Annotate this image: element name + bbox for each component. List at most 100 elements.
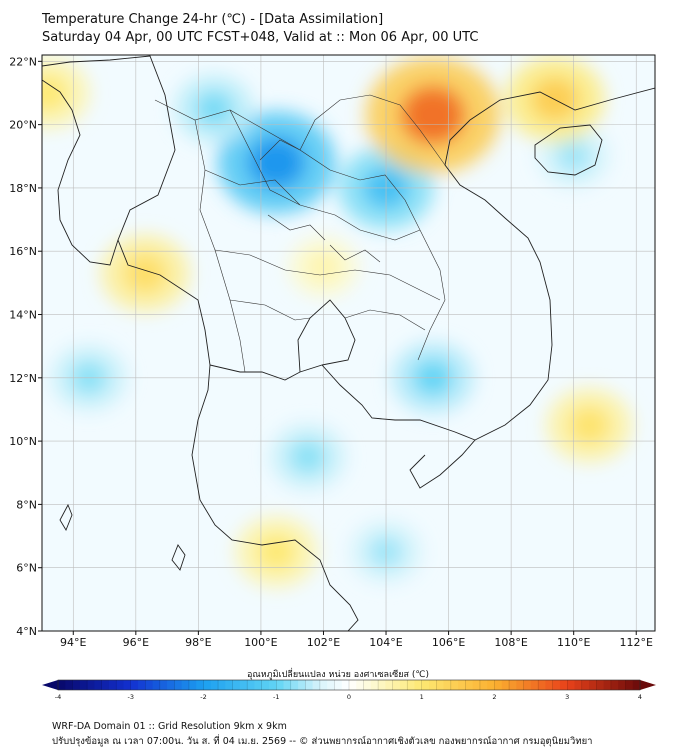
colorbar-segment (356, 680, 364, 690)
lon-label: 110°E (557, 636, 590, 649)
colorbar-segment (283, 680, 292, 690)
colorbar-segment (167, 680, 175, 690)
anomaly-warm-northwest (42, 74, 69, 111)
colorbar-segment (101, 680, 110, 690)
lon-label: 108°E (494, 636, 527, 649)
colorbar-segment (574, 680, 583, 690)
colorbar-segment (130, 680, 139, 690)
colorbar-segment (210, 680, 219, 690)
colorbar-segment (370, 680, 379, 690)
colorbar-segment (181, 680, 190, 690)
colorbar-segment (152, 680, 161, 690)
colorbar-segment (232, 680, 241, 690)
colorbar-segment (436, 680, 444, 690)
colorbar-segment (610, 680, 619, 690)
colorbar-segment (108, 680, 117, 690)
credit-line: ปรับปรุงข้อมูล ณ เวลา 07:00น. วัน ส. ที่… (52, 736, 593, 747)
colorbar-segment (312, 680, 321, 690)
colorbar-segment (552, 680, 561, 690)
colorbar-segment (567, 680, 575, 690)
colorbar-segment (349, 680, 357, 690)
lon-label: 104°E (369, 636, 402, 649)
colorbar-segment (407, 680, 415, 690)
colorbar-segment (523, 680, 532, 690)
lon-label: 94°E (60, 636, 86, 649)
colorbar-segment (414, 680, 423, 690)
colorbar-segment (254, 680, 263, 690)
colorbar-segment (123, 680, 132, 690)
colorbar-segment (530, 680, 539, 690)
colorbar-segment (334, 680, 343, 690)
colorbar-tick-label: 2 (492, 693, 496, 701)
colorbar-tick-label: -3 (128, 693, 134, 701)
anomaly-warm-vietnam-north (400, 85, 466, 145)
colorbar-segment (509, 680, 517, 690)
colorbar-segment (465, 680, 474, 690)
anomaly-warm-west-myanmar (123, 253, 167, 293)
lon-label: 102°E (307, 636, 340, 649)
colorbar-segment (305, 680, 314, 690)
colorbar-segment (596, 680, 605, 690)
chart-title: Temperature Change 24-hr (℃) - [Data Ass… (42, 12, 384, 27)
colorbar-segment (319, 680, 328, 690)
temperature-field (42, 56, 633, 588)
colorbar-segment (58, 680, 66, 690)
colorbar-segment (159, 680, 168, 690)
colorbar-segment (516, 680, 524, 690)
colorbar-segment (399, 680, 408, 690)
lat-label: 22°N (9, 55, 37, 68)
colorbar-segment (618, 680, 626, 690)
lon-label: 96°E (123, 636, 149, 649)
lat-label: 6°N (16, 562, 37, 575)
colorbar-segment (443, 680, 452, 690)
lat-label: 20°N (9, 119, 37, 132)
lat-label: 4°N (16, 625, 37, 638)
colorbar-segment (494, 680, 503, 690)
colorbar-segment (247, 680, 255, 690)
lon-label: 100°E (244, 636, 277, 649)
lat-label: 10°N (9, 435, 37, 448)
colorbar-segment (559, 680, 568, 690)
colorbar-segment (290, 680, 299, 690)
colorbar-segment (298, 680, 306, 690)
colorbar-segment (138, 680, 146, 690)
colorbar-segment (94, 680, 103, 690)
province-borders (154, 94, 446, 373)
colorbar-segment (589, 680, 597, 690)
anomaly-warm-south-peninsula (256, 533, 297, 570)
colorbar-segment (239, 680, 248, 690)
colorbar-segment (538, 680, 546, 690)
lat-label: 18°N (9, 182, 37, 195)
colorbar-min-arrow (42, 680, 58, 690)
colorbar-segment (261, 680, 270, 690)
colorbar-segment (65, 680, 73, 690)
colorbar-segment (116, 680, 124, 690)
colorbar-segment (268, 680, 277, 690)
colorbar-segment (72, 680, 81, 690)
colorbar-segment (632, 680, 641, 690)
colorbar-segment (203, 680, 212, 690)
colorbar-segment (341, 680, 350, 690)
colorbar-title: อุณหภูมิเปลี่ยนแปลง หน่วย องศาเซลเซียส (… (246, 670, 430, 680)
colorbar-tick-label: -4 (55, 693, 61, 701)
anomaly-cold-gulf (289, 440, 327, 474)
colorbar-segment (188, 680, 197, 690)
colorbar-segment (479, 680, 488, 690)
colorbar-segment (421, 680, 430, 690)
colorbar-segment (429, 680, 437, 690)
anomaly-cold-myanmar-north (194, 91, 234, 127)
coastlines (42, 55, 655, 631)
colorbar-segment (581, 680, 590, 690)
colorbar-tick-label: 4 (638, 693, 642, 701)
colorbar-segment (603, 680, 612, 690)
colorbar: -4 -3 -2 -1 0 1 2 3 4 (42, 679, 656, 701)
lat-label: 12°N (9, 372, 37, 385)
colorbar-segment (327, 680, 335, 690)
lon-label: 98°E (185, 636, 211, 649)
map-frame (41, 54, 656, 632)
colorbar-tick-label: -1 (273, 693, 279, 701)
colorbar-segment (625, 680, 634, 690)
colorbar-segment (145, 680, 153, 690)
colorbar-max-arrow (640, 680, 656, 690)
